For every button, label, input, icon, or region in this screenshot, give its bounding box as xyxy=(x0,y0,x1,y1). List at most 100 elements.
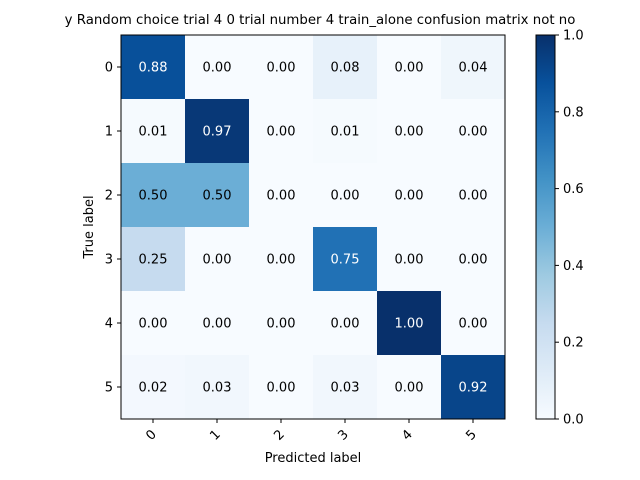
chart-title: y Random choice trial 4 0 trial number 4… xyxy=(65,13,576,28)
cell-label-3-1: 0.00 xyxy=(203,253,232,268)
colorbar-tick-label-0: 0.0 xyxy=(563,413,584,428)
cell-label-5-0: 0.02 xyxy=(139,381,168,396)
heatmap-cell-5-4 xyxy=(377,355,442,420)
colorbar-tick-label-5: 1.0 xyxy=(563,29,584,44)
cell-label-3-2: 0.00 xyxy=(267,253,296,268)
cell-label-4-4: 1.00 xyxy=(395,317,424,332)
heatmap-cell-1-1 xyxy=(185,99,250,164)
y-tick-label-5: 5 xyxy=(105,381,113,396)
heatmap-cell-1-3 xyxy=(313,99,378,164)
heatmap-cell-4-1 xyxy=(185,291,250,356)
colorbar-ticks: 0.0 0.2 0.4 0.6 0.8 1.0 xyxy=(555,29,584,428)
cell-label-4-1: 0.00 xyxy=(203,317,232,332)
cell-label-4-2: 0.00 xyxy=(267,317,296,332)
cell-label-5-5: 0.92 xyxy=(459,381,488,396)
cell-label-1-2: 0.00 xyxy=(267,125,296,140)
x-tick-label-5: 5 xyxy=(463,427,479,443)
plot-frame xyxy=(120,34,506,420)
x-tick-label-3: 3 xyxy=(335,427,351,443)
y-tick-label-0: 0 xyxy=(105,61,113,76)
cell-label-2-0: 0.50 xyxy=(139,189,168,204)
cell-label-1-0: 0.01 xyxy=(139,125,168,140)
heatmap-cell-1-2 xyxy=(249,99,314,164)
cell-label-1-4: 0.00 xyxy=(395,125,424,140)
heatmap-cell-4-0 xyxy=(121,291,186,356)
cell-label-5-4: 0.00 xyxy=(395,381,424,396)
cell-label-5-3: 0.03 xyxy=(331,381,360,396)
cell-label-5-1: 0.03 xyxy=(203,381,232,396)
heatmap-cell-4-5 xyxy=(441,291,506,356)
cell-label-1-3: 0.01 xyxy=(331,125,360,140)
cell-label-1-1: 0.97 xyxy=(203,125,232,140)
colorbar-tick-label-4: 0.8 xyxy=(563,105,584,120)
heatmap-cell-2-4 xyxy=(377,163,442,228)
cell-label-0-5: 0.04 xyxy=(459,61,488,76)
colorbar-tick-label-1: 0.2 xyxy=(563,336,584,351)
y-axis-ticks: 0 1 2 3 4 5 xyxy=(105,61,121,396)
cell-label-3-0: 0.25 xyxy=(139,253,168,268)
heatmap-cell-1-4 xyxy=(377,99,442,164)
cell-label-2-5: 0.00 xyxy=(459,189,488,204)
heatmap-cell-5-1 xyxy=(185,355,250,420)
heatmap-cell-5-5 xyxy=(441,355,506,420)
cell-label-0-1: 0.00 xyxy=(203,61,232,76)
x-tick-label-0: 0 xyxy=(143,427,159,443)
cell-label-0-4: 0.00 xyxy=(395,61,424,76)
heatmap-cell-4-2 xyxy=(249,291,314,356)
cell-label-5-2: 0.00 xyxy=(267,381,296,396)
heatmap-cell-0-5 xyxy=(441,35,506,100)
heatmap-cell-5-2 xyxy=(249,355,314,420)
heatmap-cell-2-3 xyxy=(313,163,378,228)
cell-label-4-3: 0.00 xyxy=(331,317,360,332)
cell-label-4-0: 0.00 xyxy=(139,317,168,332)
heatmap-cells xyxy=(121,35,506,420)
heatmap-cell-labels: 0.88 0.00 0.00 0.08 0.00 0.04 0.01 0.97 0.00 0.01… xyxy=(139,61,488,396)
cell-label-0-2: 0.00 xyxy=(267,61,296,76)
heatmap-cell-2-5 xyxy=(441,163,506,228)
heatmap-cell-0-0 xyxy=(121,35,186,100)
y-tick-label-2: 2 xyxy=(105,189,113,204)
x-tick-label-1: 1 xyxy=(207,427,223,443)
cell-label-3-4: 0.00 xyxy=(395,253,424,268)
heatmap-cell-2-0 xyxy=(121,163,186,228)
heatmap-cell-3-0 xyxy=(121,227,186,292)
y-tick-label-1: 1 xyxy=(105,125,113,140)
heatmap-cell-3-3 xyxy=(313,227,378,292)
cell-label-4-5: 0.00 xyxy=(459,317,488,332)
heatmap-cell-4-4 xyxy=(377,291,442,356)
cell-label-3-5: 0.00 xyxy=(459,253,488,268)
heatmap-cell-1-0 xyxy=(121,99,186,164)
heatmap-cell-3-1 xyxy=(185,227,250,292)
heatmap-cell-0-3 xyxy=(313,35,378,100)
y-tick-label-3: 3 xyxy=(105,253,113,268)
x-axis-label: Predicted label xyxy=(265,451,362,466)
cell-label-0-0: 0.88 xyxy=(139,61,168,76)
y-tick-label-4: 4 xyxy=(105,317,113,332)
cell-label-1-5: 0.00 xyxy=(459,125,488,140)
heatmap-cell-3-5 xyxy=(441,227,506,292)
heatmap-cell-2-2 xyxy=(249,163,314,228)
heatmap-cell-0-4 xyxy=(377,35,442,100)
cell-label-0-3: 0.08 xyxy=(331,61,360,76)
colorbar xyxy=(535,34,556,420)
y-axis-label: True label xyxy=(82,195,97,259)
heatmap-cell-1-5 xyxy=(441,99,506,164)
colorbar-tick-label-3: 0.6 xyxy=(563,182,584,197)
colorbar-tick-label-2: 0.4 xyxy=(563,259,584,274)
x-tick-label-2: 2 xyxy=(271,427,287,443)
heatmap-cell-5-0 xyxy=(121,355,186,420)
cell-label-2-1: 0.50 xyxy=(203,189,232,204)
heatmap-cell-5-3 xyxy=(313,355,378,420)
heatmap-cell-3-2 xyxy=(249,227,314,292)
cell-label-3-3: 0.75 xyxy=(331,253,360,268)
cell-label-2-3: 0.00 xyxy=(331,189,360,204)
heatmap-cell-3-4 xyxy=(377,227,442,292)
heatmap-cell-0-2 xyxy=(249,35,314,100)
heatmap-cell-2-1 xyxy=(185,163,250,228)
cell-label-2-2: 0.00 xyxy=(267,189,296,204)
x-axis-ticks: 0 1 2 3 4 5 xyxy=(143,419,480,444)
heatmap-cell-0-1 xyxy=(185,35,250,100)
x-tick-label-4: 4 xyxy=(399,427,415,443)
cell-label-2-4: 0.00 xyxy=(395,189,424,204)
